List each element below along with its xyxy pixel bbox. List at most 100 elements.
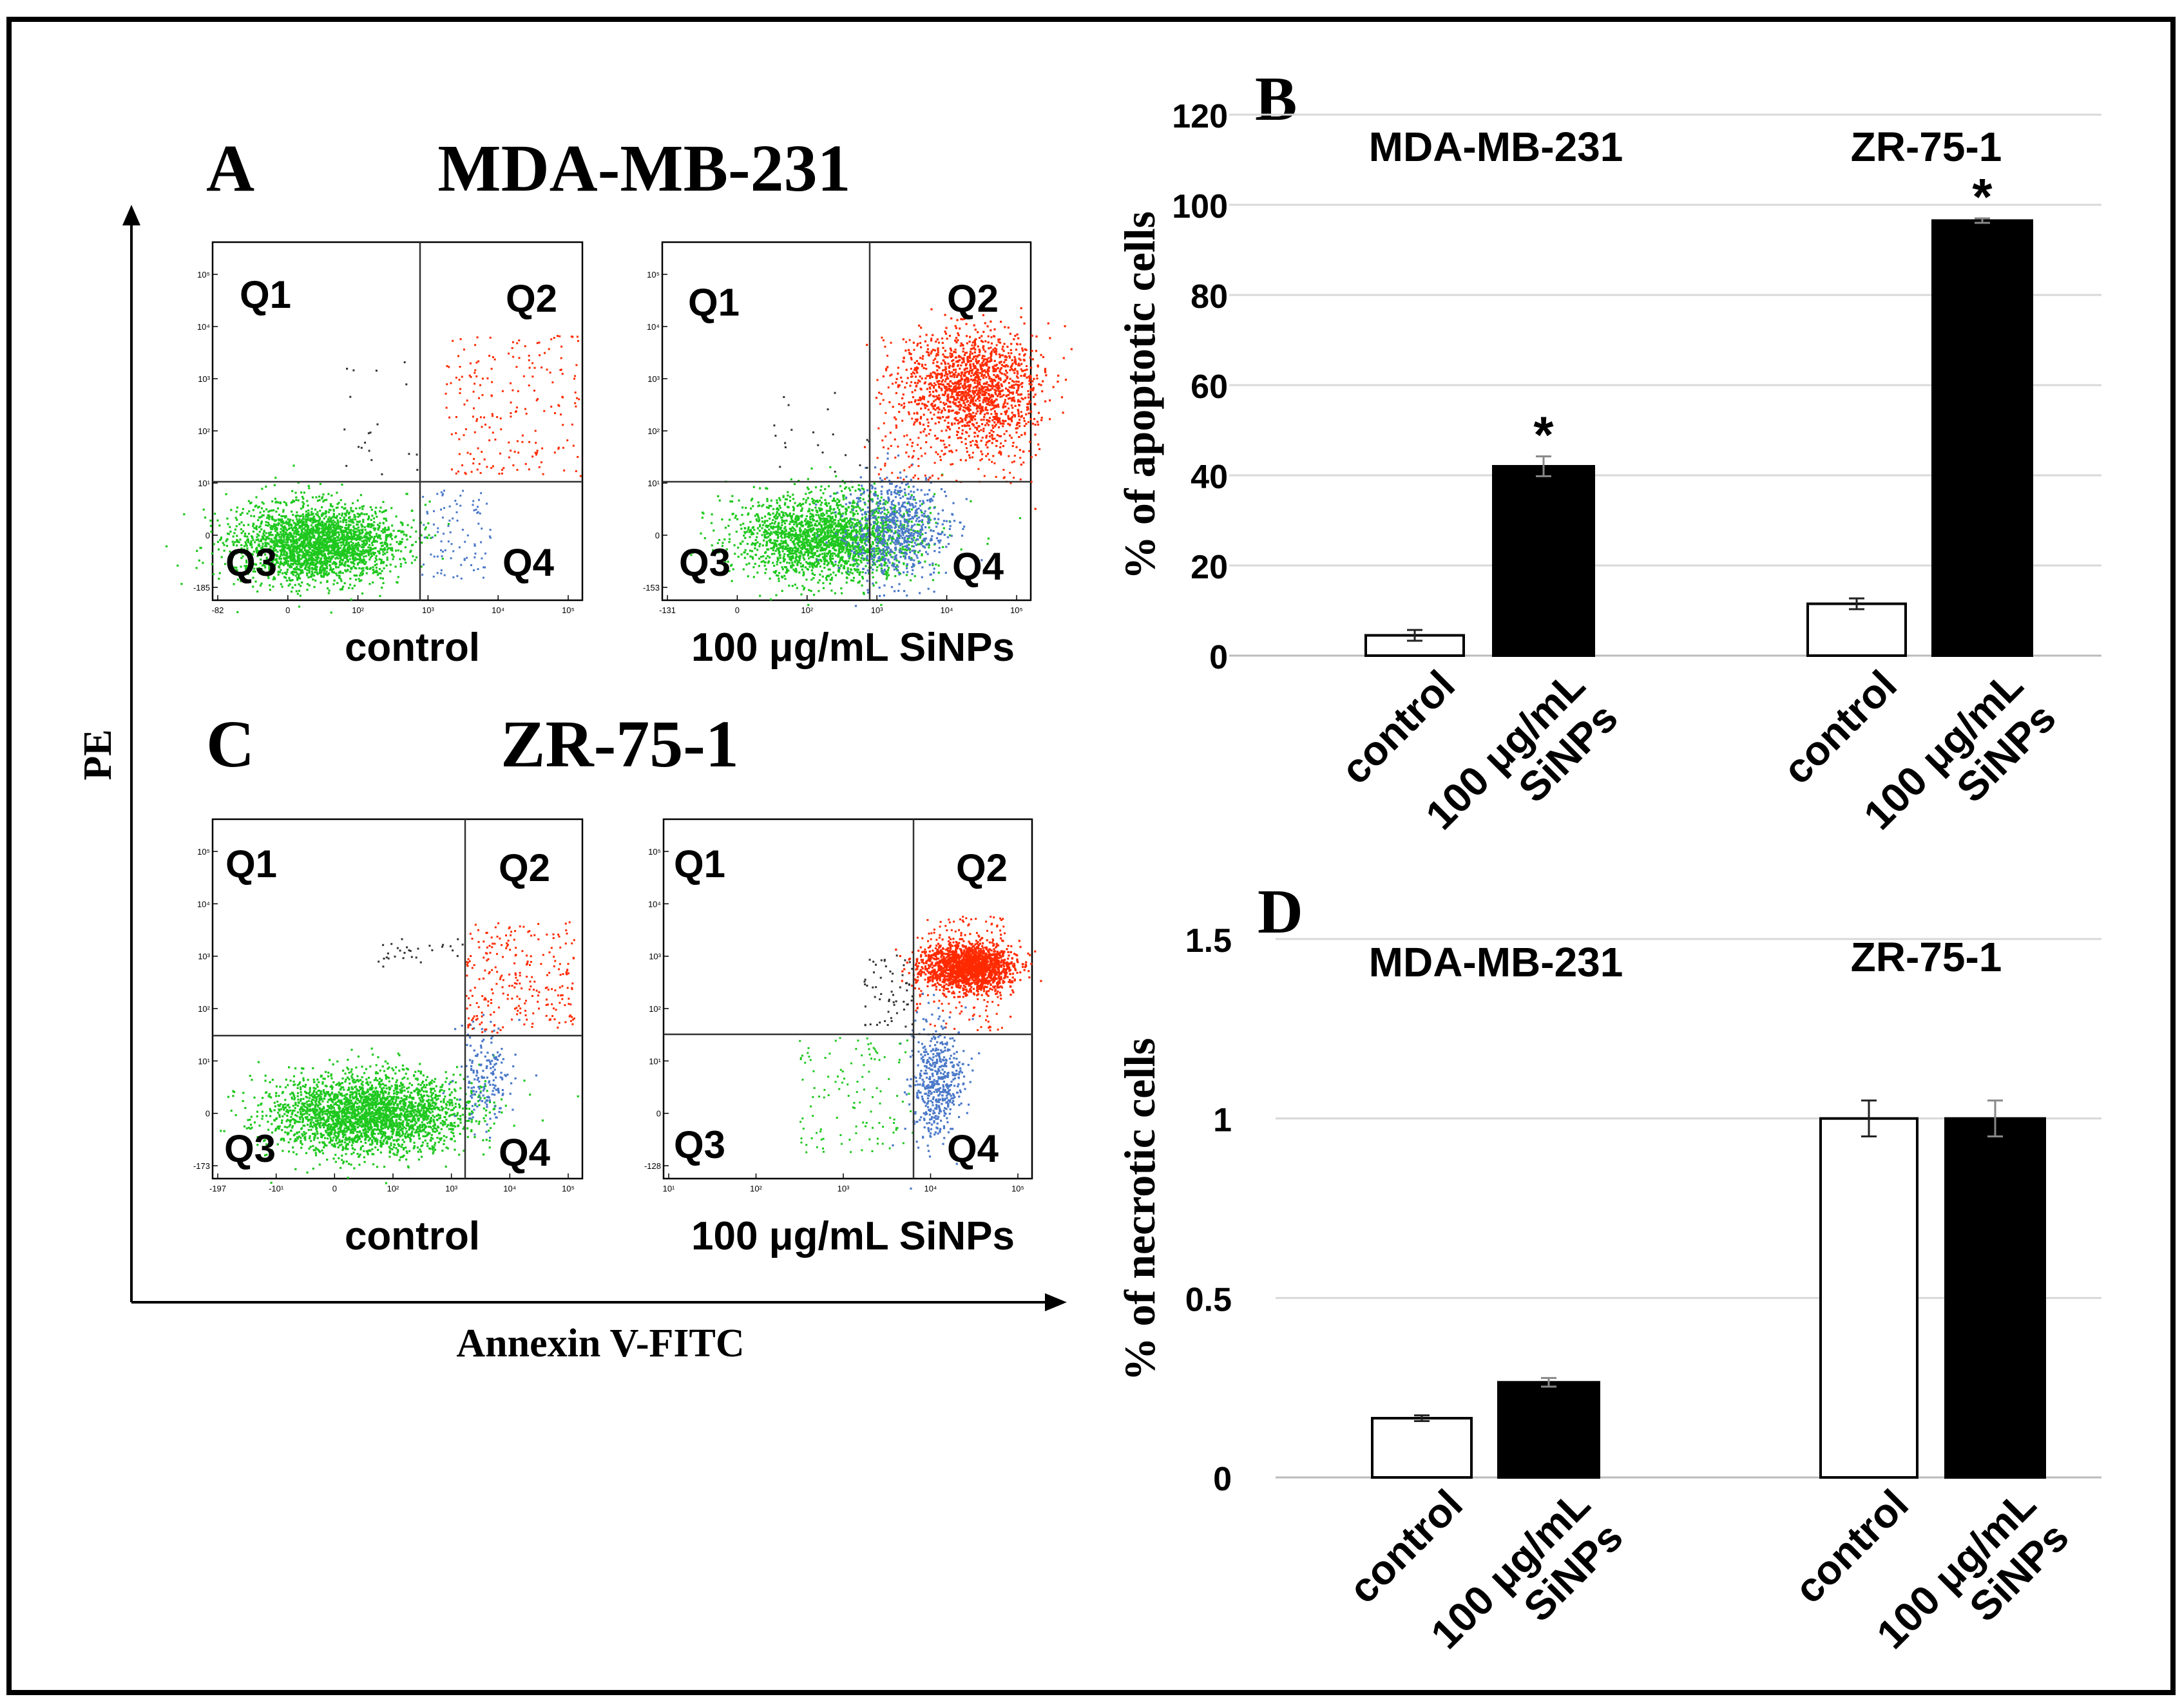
late-apoptotic-dots [863, 307, 1073, 510]
flow-plot-ticks: 10⁵ 10⁴ 10³ 10² 10¹ 0 -128 10¹ 10² 10³ 10⁴ 10⁵ [644, 847, 1024, 1193]
flow-plot-mda-sinps: Q1 Q2 Q3 Q4 100 μg/mL SiNPs 10⁵ 10⁴ 10³ 10²… [643, 241, 1073, 670]
flow-plot-ticks: 10⁵ 10⁴ 10³ 10² 10¹ 0 -153 -131 0 10² 10³ 10⁴ 10⁵ [643, 270, 1023, 615]
early-apoptotic-dots [815, 452, 983, 607]
quadrant-label-q2: Q2 [947, 277, 999, 320]
x-tick-label: 10³ [871, 605, 883, 615]
quadrant-label-q4: Q4 [952, 545, 1004, 588]
flow-panel: A MDA-MB-231 C ZR-75-1 PE Annexin V-FITC… [76, 131, 1073, 1365]
y-tick-label: 0 [1213, 1461, 1232, 1498]
y-tick-label: 20 [1191, 549, 1228, 586]
flow-plot-label: control [345, 625, 480, 670]
y-tick-label: 1 [1213, 1102, 1232, 1139]
flow-plot-dots [799, 915, 1042, 1190]
x-tick-label: 10³ [837, 1184, 850, 1193]
panel-letter-b: B [1255, 64, 1297, 134]
quadrant-label-q2: Q2 [956, 846, 1008, 889]
quadrant-label-q4: Q4 [502, 541, 555, 584]
y-tick-label: 0 [1209, 639, 1228, 676]
x-category-label: control [1774, 661, 1906, 793]
flow-y-axis-label: PE [76, 729, 120, 780]
x-tick-label: 10⁵ [1010, 605, 1023, 615]
flow-plot-frame [662, 818, 1033, 1180]
x-tick-label: 10⁴ [492, 605, 504, 615]
bar-control [1364, 634, 1465, 657]
flow-plot-frame [211, 818, 584, 1180]
quadrant-label-q3: Q3 [225, 541, 277, 584]
bar-chart-apoptotic: B % of apoptotic cells MDA-MB-231 ZR-75-… [1115, 64, 2101, 839]
quadrant-label-q2: Q2 [499, 846, 550, 889]
y-tick-label: 10⁵ [647, 270, 660, 280]
x-tick-label: -197 [209, 1184, 226, 1193]
flow-row-title-mda: MDA-MB-231 [437, 131, 850, 205]
error-bar [1849, 597, 1864, 611]
x-tick-label: 0 [285, 605, 290, 615]
x-tick-label: 10² [352, 605, 364, 615]
y-tick-label: 60 [1191, 368, 1228, 406]
panel-letter-a: A [206, 131, 254, 205]
significance-star: * [1533, 406, 1554, 464]
y-tick-label: 10¹ [198, 479, 210, 488]
quadrant-label-q3: Q3 [224, 1127, 276, 1170]
bar-sinps [1931, 219, 2033, 657]
y-tick-label: 10¹ [647, 479, 660, 488]
y-tick-label: 10⁵ [197, 847, 210, 857]
y-tick-label: 10¹ [198, 1056, 210, 1066]
necrotic-dots [863, 954, 914, 1028]
y-tick-label: 10⁴ [647, 322, 660, 332]
flow-plot-zr-sinps: Q1 Q2 Q3 Q4 100 μg/mL SiNPs 10⁵ 10⁴ 10³ 10²… [644, 818, 1042, 1258]
quadrant-label-q3: Q3 [679, 541, 731, 584]
quadrant-label-q1: Q1 [225, 842, 277, 886]
group-label: MDA-MB-231 [1369, 124, 1623, 170]
x-tick-label: 10⁴ [941, 605, 953, 615]
error-bar [1536, 455, 1551, 477]
y-tick-label: 10² [649, 1004, 661, 1014]
live-cells-cloud [690, 466, 1022, 606]
y-tick-label: 40 [1191, 459, 1228, 496]
necrotic-dots [378, 938, 464, 968]
y-tick-label: 10⁴ [197, 899, 210, 909]
bar-sinps [1497, 1381, 1600, 1479]
y-axis-label: % of necrotic cells [1115, 1038, 1164, 1381]
y-tick-label: 80 [1191, 278, 1228, 316]
y-tick-label: 10³ [647, 374, 660, 384]
x-category-label: control [1332, 661, 1464, 793]
x-tick-label: 10⁵ [1011, 1184, 1024, 1193]
figure-border [6, 17, 2176, 1695]
x-tick-label: 10¹ [663, 1184, 675, 1193]
y-tick-label: 10² [198, 1004, 210, 1014]
x-tick-label: 10³ [445, 1184, 457, 1193]
x-tick-label: 10⁵ [562, 605, 575, 615]
flow-plot-ticks: 10⁵ 10⁴ 10³ 10² 10¹ 0 -185 -82 0 10² 10³ 10⁴ 10⁵ [193, 270, 575, 615]
flow-plot-label: 100 μg/mL SiNPs [691, 1214, 1015, 1258]
x-tick-label: 10⁴ [924, 1184, 937, 1193]
live-cells-cloud [165, 464, 450, 614]
error-bar [1414, 1414, 1430, 1422]
x-tick-label: -10¹ [269, 1184, 284, 1193]
late-apoptotic-dots [465, 921, 575, 1034]
y-tick-label: 10¹ [649, 1056, 661, 1066]
x-tick-label: 10² [750, 1184, 762, 1193]
error-bar [1861, 1099, 1877, 1138]
flow-y-axis-arrow [122, 205, 140, 225]
y-tick-label: 1.5 [1185, 922, 1232, 960]
necrotic-dots [343, 361, 419, 475]
quadrant-label-q1: Q1 [688, 281, 740, 324]
y-tick-label: 100 [1172, 188, 1228, 225]
y-axis-label: % of apoptotic cells [1115, 211, 1164, 580]
x-tick-label: 10² [387, 1184, 399, 1193]
flow-plot-dots [220, 921, 579, 1184]
late-apoptotic-dots [445, 335, 582, 477]
y-tick-label: 10⁴ [197, 322, 210, 332]
flow-row-title-zr: ZR-75-1 [501, 707, 739, 781]
y-tick-label: 0 [656, 1109, 661, 1119]
quadrant-label-q2: Q2 [506, 277, 557, 320]
y-tick-label: 10³ [198, 952, 210, 962]
early-apoptotic-dots [442, 1014, 537, 1160]
y-tick-label: -185 [193, 583, 210, 593]
early-apoptotic-dots [421, 489, 492, 580]
y-tick-label: 10² [647, 426, 660, 436]
quadrant-label-q1: Q1 [240, 273, 291, 316]
x-tick-label: -131 [659, 605, 676, 615]
